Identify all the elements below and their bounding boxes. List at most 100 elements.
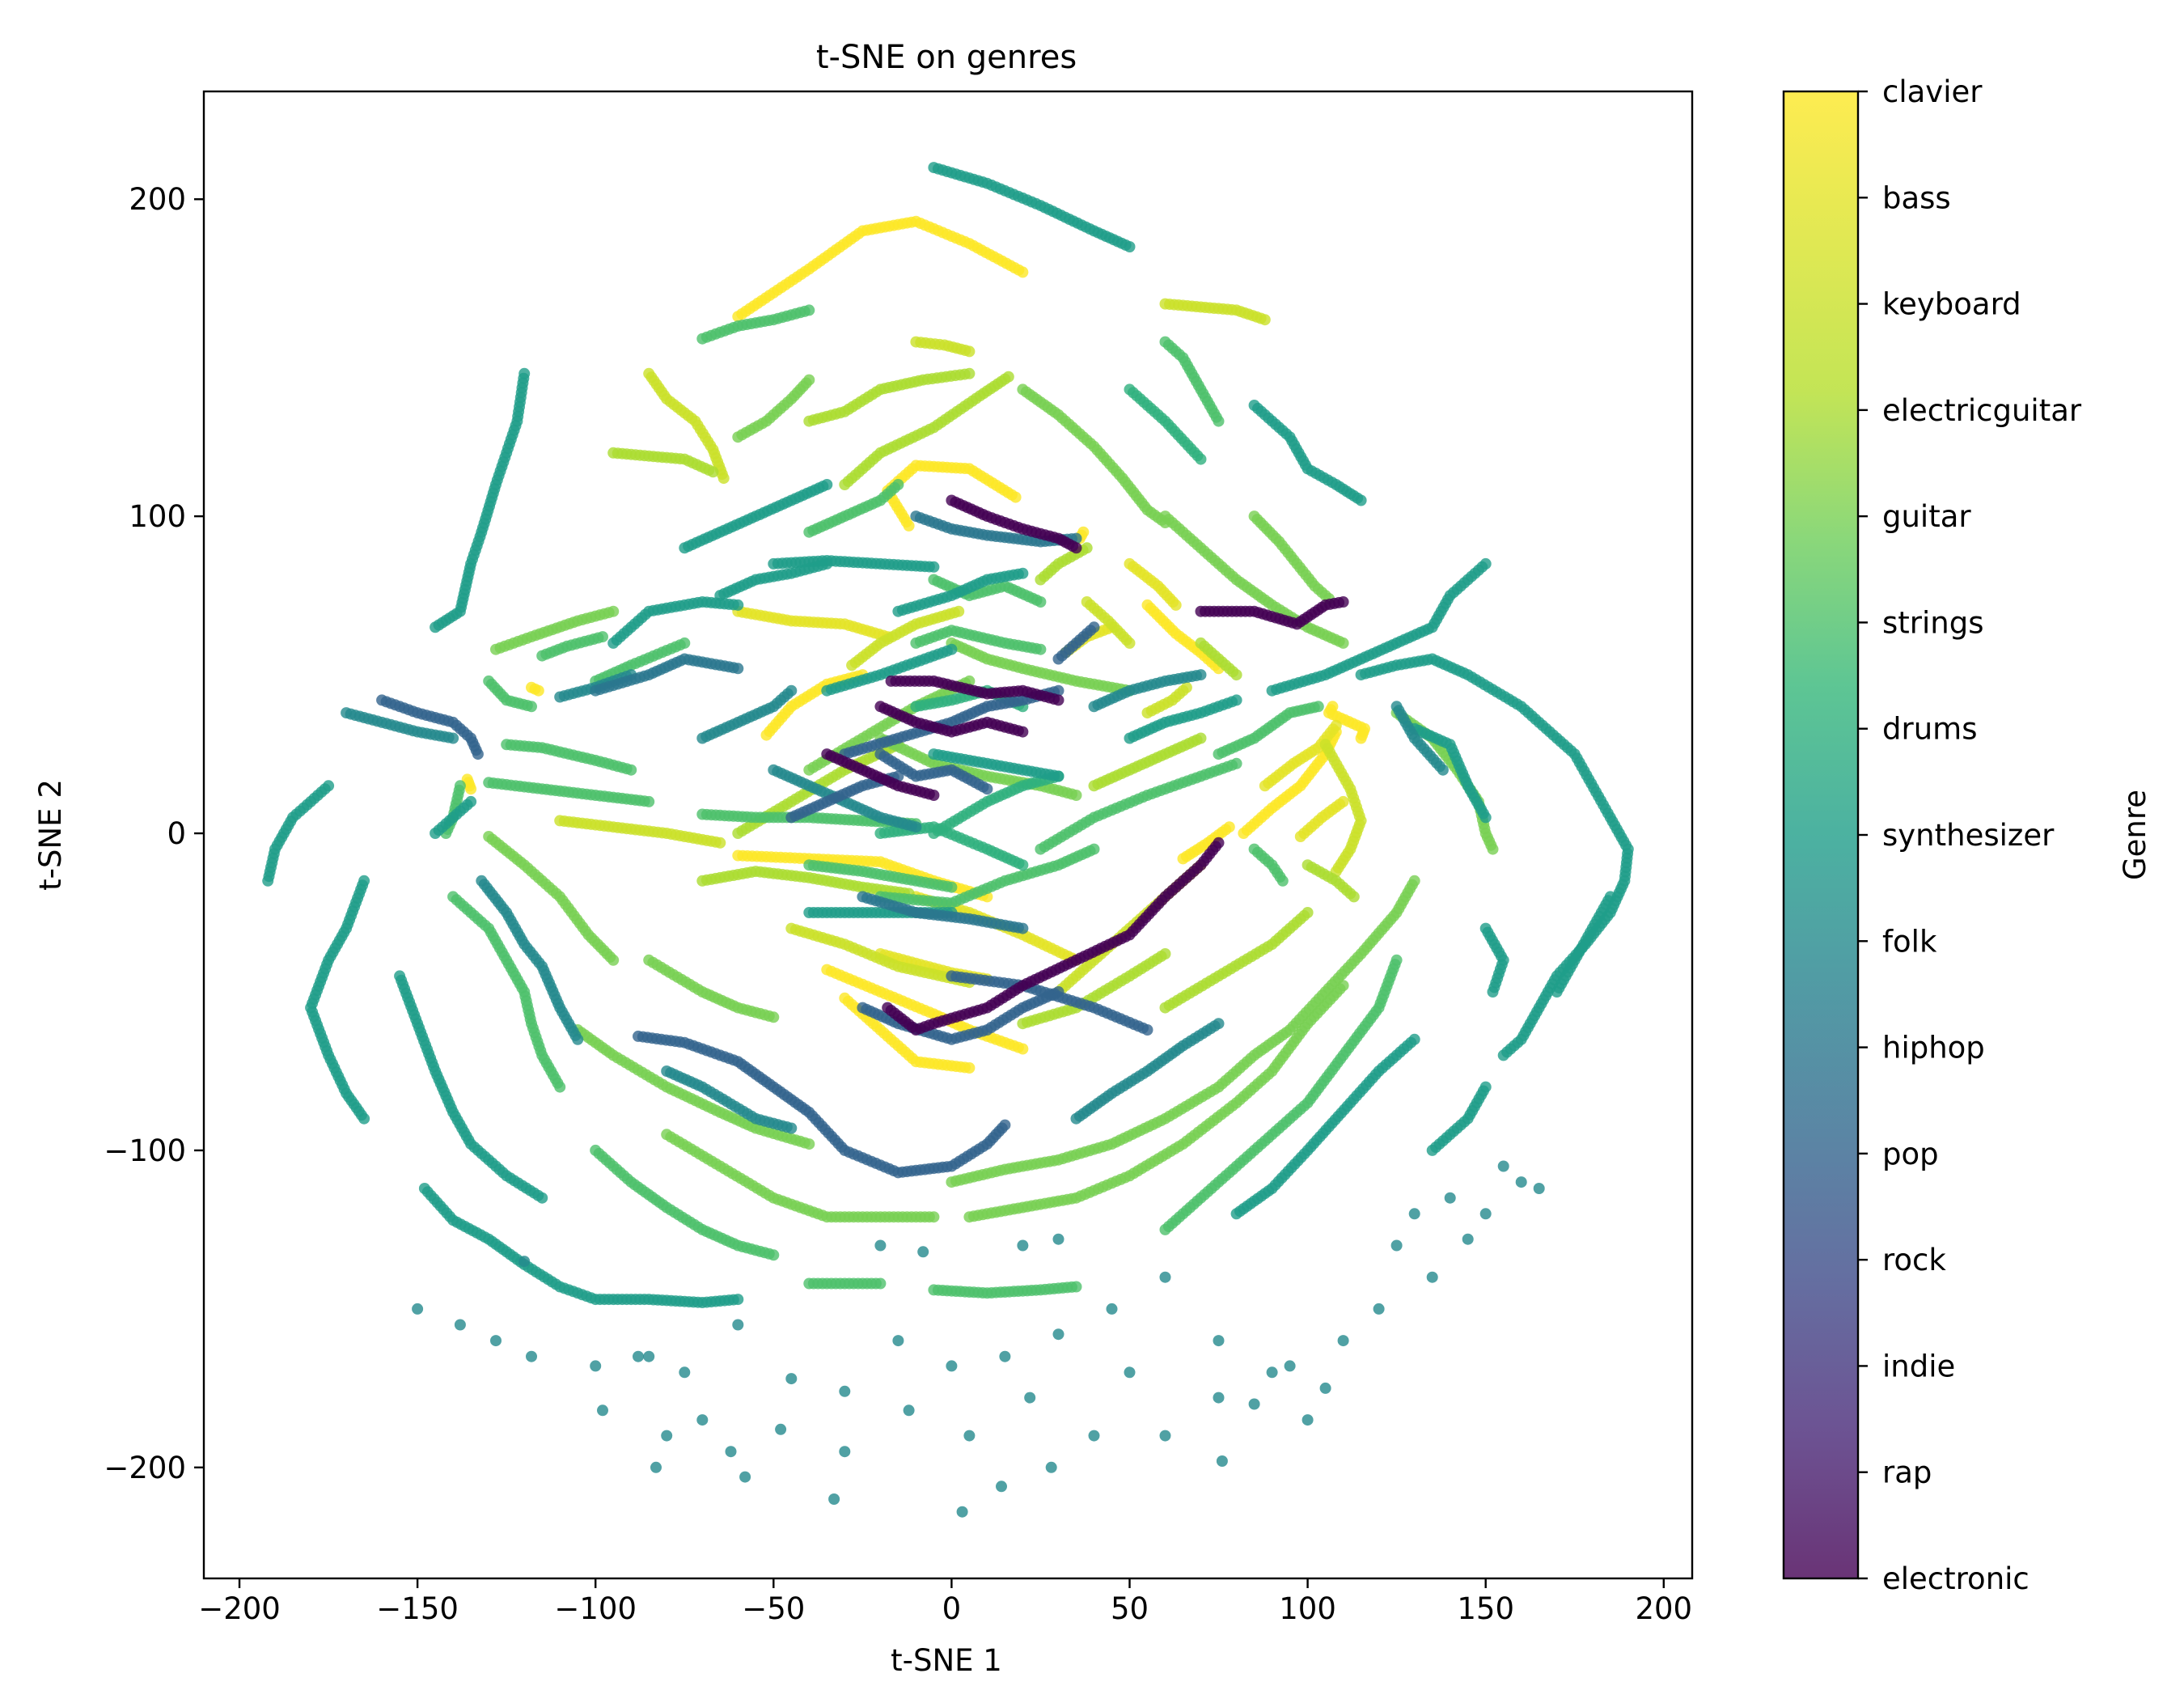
x-axis: −200 −150 −100 −50 0 50 100 150 200: [198, 1578, 1692, 1626]
scatter-point-strings: [1276, 875, 1289, 887]
x-tick-label: −50: [742, 1591, 805, 1626]
x-tick-label: −100: [554, 1591, 637, 1626]
scatter-point-folk: [956, 1506, 968, 1518]
scatter-point-strings: [1035, 643, 1047, 655]
scatter-point-synthesizer: [1426, 1144, 1438, 1156]
scatter-point-strings: [1390, 954, 1403, 966]
scatter-point-folk: [1052, 1233, 1064, 1245]
scatter-point-guitar: [607, 605, 620, 617]
scatter-point-electricguitar: [1159, 948, 1171, 960]
scatter-point-folk: [917, 1246, 929, 1258]
scatter-point-folk: [1373, 1303, 1385, 1315]
scatter-point-folk: [739, 1471, 751, 1483]
scatter-point-strings: [1070, 1281, 1082, 1293]
scatter-point-folk: [597, 1404, 608, 1417]
scatter-point-folk: [785, 1373, 798, 1385]
scatter-point-folk: [1302, 1414, 1314, 1426]
scatter-point-guitar: [1487, 843, 1499, 855]
scatter-point-folk: [1213, 1018, 1225, 1030]
scatter-point-bass: [1170, 599, 1182, 611]
scatter-point-folk: [1159, 1271, 1171, 1283]
x-tick-label: 100: [1279, 1591, 1336, 1626]
colorbar-tick-label: indie: [1882, 1349, 1955, 1383]
scatter-point-strings: [874, 1277, 887, 1290]
colorbar-ticks: electronicrapindierockpophiphopfolksynth…: [1858, 74, 2082, 1596]
scatter-point-synthesizer: [1052, 770, 1064, 782]
scatter-point-folk: [1437, 764, 1449, 776]
scatter-point-folk: [1052, 1328, 1064, 1341]
scatter-point-electricguitar: [1002, 371, 1014, 383]
scatter-point-synthesizer: [1479, 557, 1492, 570]
scatter-point-keyboard: [717, 472, 730, 485]
scatter-point-synthesizer: [821, 479, 833, 490]
scatter-point-electronic: [928, 790, 940, 801]
x-tick-label: 200: [1635, 1591, 1692, 1626]
scatter-point-hiphop: [732, 663, 744, 675]
scatter-point-folk: [1479, 1208, 1492, 1220]
scatter-point-synthesizer: [1487, 986, 1499, 998]
scatter-point-clavier: [532, 684, 544, 697]
scatter-point-folk: [999, 1350, 1011, 1362]
colorbar-tick-label: strings: [1882, 605, 1984, 640]
scatter-point-guitar: [1408, 875, 1420, 887]
scatter-point-folk: [661, 1430, 673, 1442]
scatter-point-folk: [650, 1461, 662, 1473]
scatter-point-synthesizer: [1017, 567, 1029, 579]
scatter-point-strings: [597, 631, 608, 643]
scatter-point-folk: [1497, 1160, 1509, 1172]
scatter-point-folk: [785, 684, 798, 697]
scatter-point-folk: [1106, 1303, 1118, 1315]
scatter-point-guitar: [1070, 790, 1082, 801]
scatter-point-clavier: [1009, 491, 1022, 503]
scatter-point-folk: [1462, 1233, 1474, 1245]
colorbar-tick-label: rock: [1882, 1243, 1946, 1277]
scatter-point-folk: [910, 821, 922, 833]
scatter-point-clavier: [1017, 266, 1029, 278]
scatter-point-keyboard: [1180, 681, 1192, 693]
scatter-point-strings: [768, 1249, 780, 1261]
scatter-point-strings: [1088, 843, 1100, 855]
scatter-point-folk: [341, 707, 353, 719]
x-tick-label: 50: [1111, 1591, 1149, 1626]
scatter-point-folk: [412, 1303, 424, 1315]
scatter-point-folk: [1426, 1271, 1438, 1283]
scatter-point-synthesizer: [1230, 694, 1242, 706]
scatter-point-keyboard: [953, 605, 965, 617]
scatter-point-strings: [554, 1081, 566, 1093]
scatter-point-strings: [1035, 596, 1047, 608]
scatter-point-electronic: [1052, 694, 1064, 706]
scatter-point-pop: [999, 1119, 1011, 1131]
scatter-point-folk: [732, 1319, 744, 1331]
scatter-point-folk: [946, 1360, 958, 1372]
scatter-point-strings: [892, 479, 904, 490]
scatter-point-folk: [526, 1350, 537, 1362]
scatter-point-folk: [1216, 1455, 1228, 1467]
scatter-point-guitar: [803, 374, 815, 386]
colorbar-tick-label: pop: [1882, 1137, 1939, 1171]
scatter-point-folk: [1159, 1430, 1171, 1442]
scatter-point-synthesizer: [536, 1192, 548, 1204]
x-axis-label: t-SNE 1: [891, 1643, 1002, 1678]
scatter-point-bass: [1330, 719, 1342, 731]
scatter-point-folk: [1045, 1461, 1057, 1473]
scatter-point-folk: [725, 1446, 737, 1458]
scatter-point-synthesizer: [732, 599, 744, 611]
colorbar-tick-label: hiphop: [1882, 1031, 1985, 1065]
scatter-point-folk: [874, 1239, 887, 1252]
scatter-point-folk: [1088, 1430, 1100, 1442]
scatter-point-electricguitar: [1348, 891, 1360, 903]
scatter-point-strings: [643, 795, 655, 807]
scatter-point-folk: [1515, 1176, 1527, 1188]
scatter-point-folk: [828, 1493, 840, 1505]
y-tick-label: −100: [104, 1133, 186, 1168]
scatter-point-guitar: [607, 954, 620, 966]
scatter-point-drums: [1195, 453, 1207, 465]
scatter-point-synthesizer: [1479, 811, 1492, 824]
scatter-point-keyboard: [714, 837, 726, 849]
scatter-point-folk: [572, 1033, 584, 1045]
scatter-point-electricguitar: [707, 466, 719, 478]
scatter-point-strings: [625, 764, 637, 776]
scatter-point-folk: [1024, 1392, 1036, 1404]
scatter-point-guitar: [928, 1211, 940, 1223]
y-axis-label: t-SNE 2: [33, 779, 68, 891]
